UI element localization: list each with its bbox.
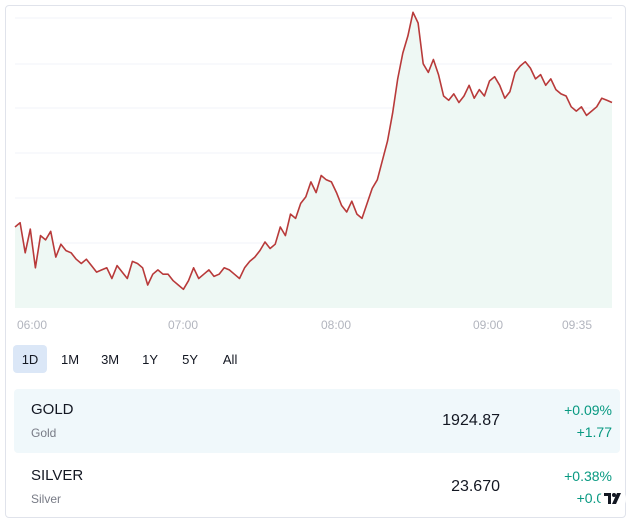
symbol-ticker: SILVER <box>31 467 84 484</box>
range-1m-button[interactable]: 1M <box>61 351 80 367</box>
range-1y-button[interactable]: 1Y <box>142 351 159 367</box>
last-price: 23.670 <box>451 478 500 495</box>
range-1d-button[interactable]: 1D <box>13 345 47 373</box>
x-tick-label: 09:35 <box>562 318 592 332</box>
change-percent: +0.38% <box>564 468 612 484</box>
change-absolute: +1.77 <box>576 424 612 440</box>
symbol-description: Gold <box>31 426 57 440</box>
x-tick-label: 06:00 <box>17 318 47 332</box>
symbol-description: Silver <box>31 492 62 506</box>
x-tick-label: 08:00 <box>321 318 351 332</box>
price-chart[interactable]: 06:00 07:00 08:00 09:00 09:35 <box>0 0 631 335</box>
price-area-fill <box>15 12 612 309</box>
x-axis-ticks: 06:00 07:00 08:00 09:00 09:35 <box>17 318 592 332</box>
price-line <box>14 11 613 291</box>
symbol-row-gold[interactable]: GOLD Gold 1924.87 +0.09% +1.77 <box>14 389 620 453</box>
range-all-button[interactable]: All <box>222 351 238 367</box>
range-selector: 1D 1M 3M 1Y 5Y All <box>13 345 247 375</box>
tradingview-logo-mark <box>604 493 621 504</box>
last-price: 1924.87 <box>442 412 500 429</box>
x-tick-label: 07:00 <box>168 318 198 332</box>
symbol-row-silver[interactable]: SILVER Silver 23.670 +0.38% +0.09 <box>14 455 620 519</box>
tradingview-logo-icon[interactable] <box>600 487 626 511</box>
range-5y-button[interactable]: 5Y <box>182 351 199 367</box>
x-tick-label: 09:00 <box>473 318 503 332</box>
change-percent: +0.09% <box>564 402 612 418</box>
range-3m-button[interactable]: 3M <box>101 351 120 367</box>
symbol-ticker: GOLD <box>31 401 74 418</box>
